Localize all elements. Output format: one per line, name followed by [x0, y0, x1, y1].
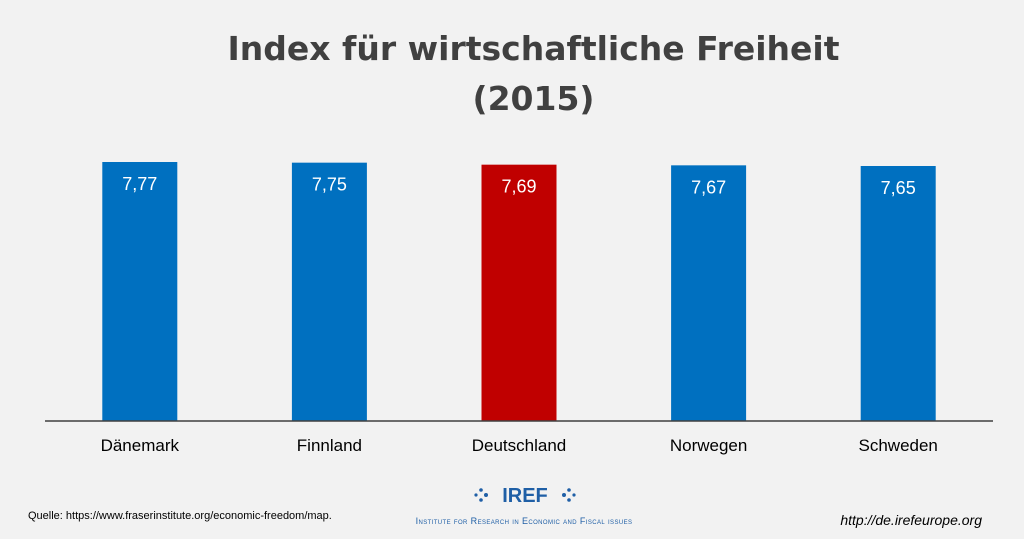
iref-logo-mark: IREF: [474, 485, 576, 507]
chart-title-line-1: Index für wirtschaftliche Freiheit: [227, 29, 840, 68]
bar-finnland: [291, 162, 367, 421]
data-label: 7,75: [312, 175, 347, 195]
chart-title: Index für wirtschaftliche Freiheit (2015…: [0, 24, 1024, 124]
bar-deutschland: [481, 164, 557, 421]
iref-logo-text: IREF: [502, 485, 548, 507]
category-label: Deutschland: [472, 436, 567, 455]
category-label: Norwegen: [670, 436, 748, 455]
category-label: Schweden: [859, 436, 938, 455]
iref-logo: IREF Institute for Research in Economic …: [374, 478, 674, 534]
iref-tagline: Institute for Research in Economic and F…: [415, 516, 633, 526]
data-label: 7,67: [691, 177, 726, 197]
data-label: 7,77: [122, 174, 157, 194]
website-link[interactable]: http://de.irefeurope.org: [840, 512, 982, 528]
bar-schweden: [860, 166, 936, 421]
chart-title-line-2: (2015): [472, 79, 595, 118]
category-label: Dänemark: [101, 436, 180, 455]
data-label: 7,69: [501, 177, 536, 197]
bar-norwegen: [671, 165, 747, 421]
bar-d-nemark: [102, 162, 178, 421]
source-note: Quelle: https://www.fraserinstitute.org/…: [28, 510, 332, 522]
category-label: Finnland: [297, 436, 362, 455]
data-label: 7,65: [881, 178, 916, 198]
